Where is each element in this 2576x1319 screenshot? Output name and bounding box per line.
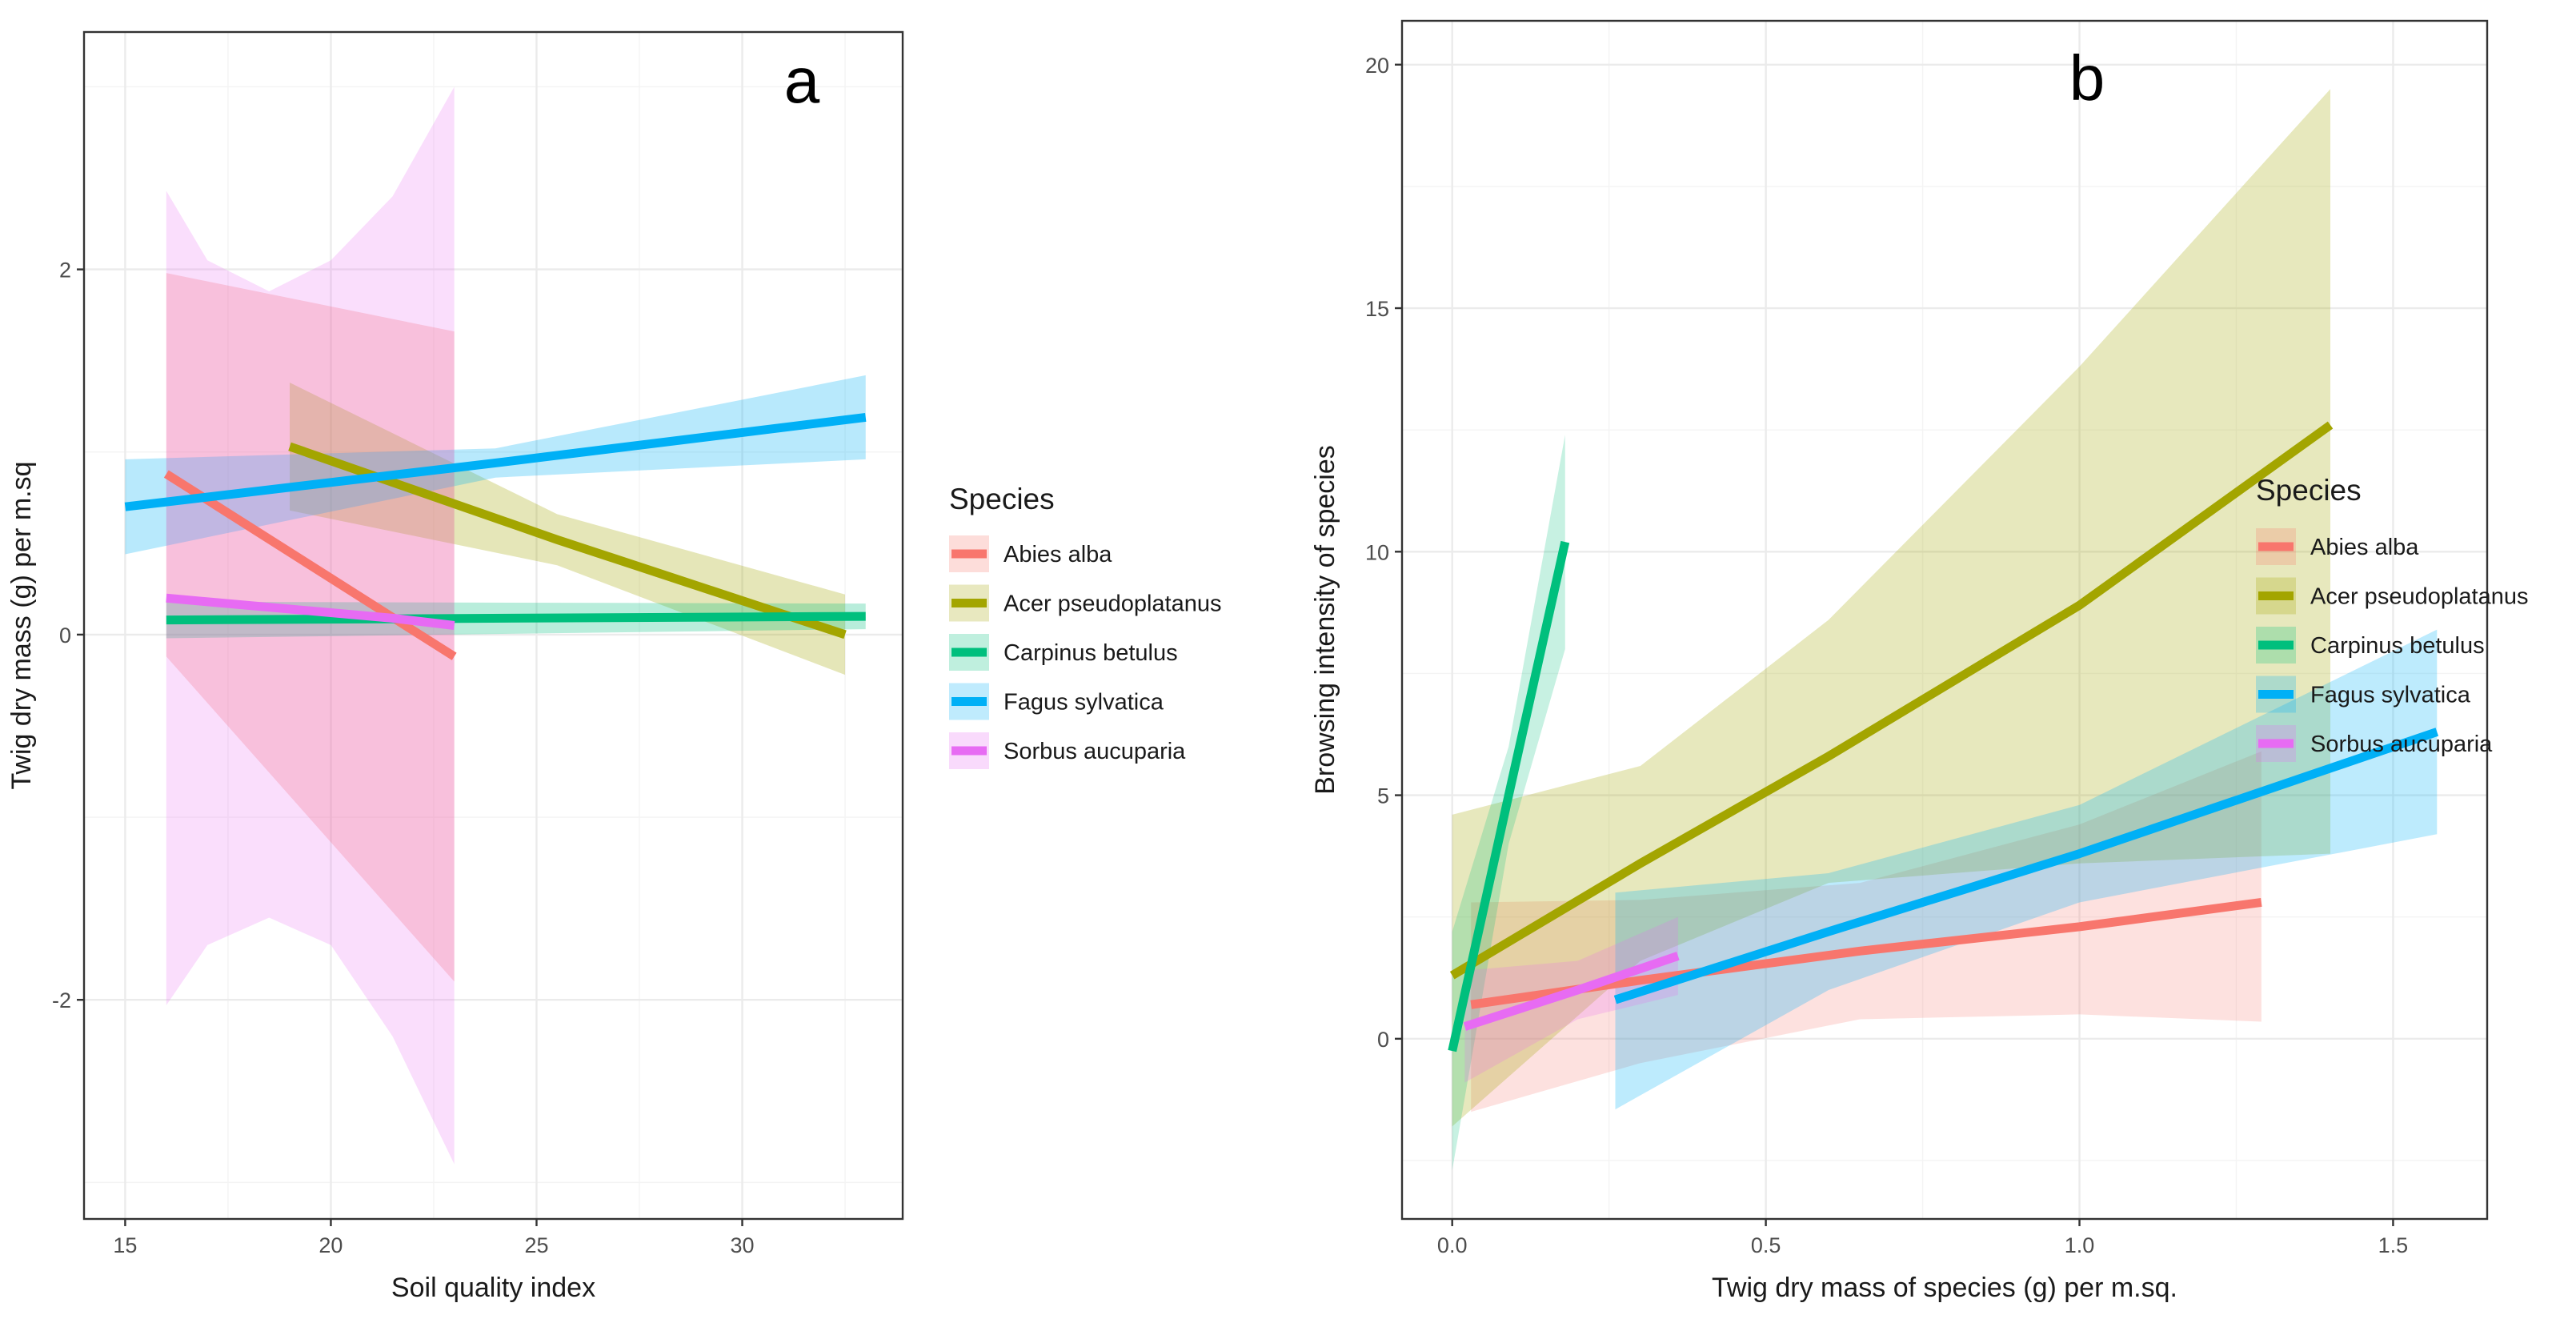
fit-line-fagus-sylvatica [124,412,867,511]
legend-label: Carpinus betulus [2310,633,2485,659]
legend-label: Carpinus betulus [1004,640,1178,666]
y-tick-label: 15 [1365,297,1389,321]
panel-label: b [2069,42,2105,114]
legend-item: Abies alba [949,535,1112,572]
confidence-band-sorbus-aucuparia [1464,916,1678,1083]
legend-item: Carpinus betulus [949,634,1178,671]
y-tick-label: 2 [59,259,71,283]
fit-line-acer-pseudoplatanus [1449,421,2334,980]
legend-label: Abies alba [1004,542,1112,567]
legend-label: Acer pseudoplatanus [1004,591,1221,617]
legend-label: Abies alba [2310,535,2419,560]
x-tick-label: 30 [730,1233,754,1257]
y-tick-label: -2 [52,988,71,1012]
confidence-band-sorbus-aucuparia [166,86,455,1165]
fit-line-fagus-sylvatica [1613,728,2439,1004]
x-tick-label: 1.0 [2065,1233,2095,1257]
y-tick-label: 0 [1377,1028,1389,1052]
legend-item: Fagus sylvatica [2256,676,2471,713]
legend-label: Fagus sylvatica [2310,683,2471,708]
fit-line-sorbus-aucuparia [166,593,455,630]
panel-label: a [784,45,820,116]
fit-line-abies-alba [163,470,457,660]
fit-lines [124,412,867,660]
y-tick-label: 10 [1365,540,1389,564]
confidence-band-acer-pseudoplatanus [290,383,846,676]
confidence-bands [125,86,866,1165]
legend: Species Abies alba Acer pseudoplatanus Carp… [949,483,1221,769]
x-axis-title: Soil quality index [391,1273,595,1303]
legend-item: Acer pseudoplatanus [2256,577,2528,615]
gridlines [84,32,903,1219]
legend-item: Sorbus aucuparia [949,732,1186,769]
fit-line-sorbus-aucuparia [1463,952,1680,1031]
legend-label: Sorbus aucuparia [1004,739,1186,764]
legend-item: Sorbus aucuparia [2256,725,2493,762]
x-tick-label: 20 [318,1233,343,1257]
legend-label: Acer pseudoplatanus [2310,584,2528,610]
y-axis-title: Twig dry mass (g) per m.sq [6,462,37,790]
y-tick-label: 0 [59,623,71,647]
x-axis-title: Twig dry mass of species (g) per m.sq. [1712,1273,2177,1303]
panel-border [1400,19,2489,1221]
confidence-band-abies-alba [166,273,455,982]
fit-lines [1448,421,2439,1052]
x-tick-label: 1.5 [2378,1233,2409,1257]
y-tick-label: 5 [1377,784,1389,808]
fit-line-carpinus-betulus [1448,540,1570,1052]
fit-line-carpinus-betulus [166,611,866,625]
confidence-band-abies-alba [1471,751,2262,1113]
legend-title: Species [949,483,1055,515]
legend-title: Species [2256,474,2362,507]
y-axis-title: Browsing intensity of species [1310,445,1340,795]
legend-item: Acer pseudoplatanus [949,584,1221,622]
gridlines [1402,21,2487,1219]
legend-item: Fagus sylvatica [949,683,1164,720]
confidence-band-acer-pseudoplatanus [1452,89,2331,1127]
x-tick-label: 0.5 [1751,1233,1781,1257]
x-tick-label: 0.0 [1437,1233,1468,1257]
panel-a: 15 20 25 30 -2 0 2 Soil quality index Twig dry m… [6,30,1221,1303]
legend: Species Abies alba Acer pseudoplatanus Carp… [2256,474,2528,762]
x-tick-label: 25 [524,1233,548,1257]
y-tick-label: 20 [1365,54,1389,78]
x-tick-label: 15 [113,1233,137,1257]
legend-label: Sorbus aucuparia [2310,732,2493,757]
panel-b: 0.0 0.5 1.0 1.5 0 5 10 15 20 Twig dry mass of spe… [1310,19,2528,1303]
legend-item: Abies alba [2256,528,2419,565]
legend-label: Fagus sylvatica [1004,690,1164,716]
legend-item: Carpinus betulus [2256,627,2485,664]
panel-border [82,30,904,1221]
